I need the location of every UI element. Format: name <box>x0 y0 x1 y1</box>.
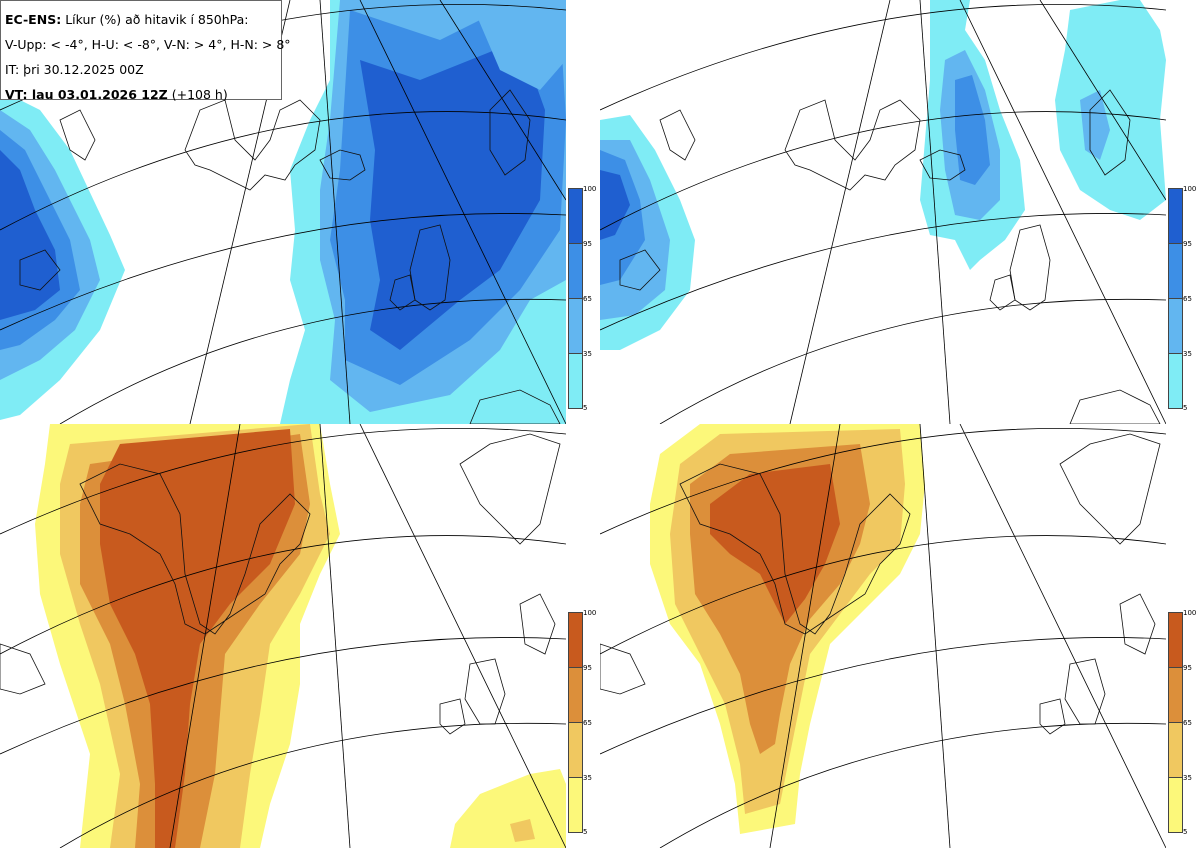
panel-warm-anomaly-plus8 <box>600 424 1166 848</box>
colorbar-tick-label: 95 <box>1183 240 1192 248</box>
colorbar-top-left: 100 95 65 35 5 <box>566 0 600 424</box>
model-name: EC-ENS: <box>5 12 62 27</box>
colorbar-swatch <box>568 667 583 723</box>
colorbar-swatch <box>568 353 583 409</box>
colorbar-swatch <box>1168 722 1183 778</box>
colorbar-tick-label: 65 <box>583 719 592 727</box>
colorbar-tick-label: 5 <box>583 404 588 412</box>
colorbar-bottom-left: 100 95 65 35 5 <box>566 424 600 848</box>
colorbar-tick-label: 5 <box>1183 828 1188 836</box>
colorbar-tick-label: 5 <box>1183 404 1188 412</box>
colorbar-swatch <box>568 777 583 833</box>
colorbar-swatch <box>1168 353 1183 409</box>
colorbar-tick-label: 35 <box>1183 350 1192 358</box>
coastlines <box>600 433 1161 735</box>
map-title: Líkur (%) að hitavik í 850hPa: <box>65 12 249 27</box>
coastlines <box>19 89 561 424</box>
header-title-line: EC-ENS: Líkur (%) að hitavik í 850hPa: <box>5 7 277 32</box>
colorbar-swatch <box>1168 298 1183 354</box>
colorbar-swatch <box>568 188 583 244</box>
colorbar-tick-label: 5 <box>583 828 588 836</box>
threshold-legend: V-Upp: < -4°, H-U: < -8°, V-N: > 4°, H-N… <box>5 37 291 52</box>
graticule <box>600 424 1166 848</box>
probability-map-cold-8 <box>600 0 1166 424</box>
colorbar-top-right: 100 95 65 35 5 <box>1166 0 1200 424</box>
colorbar-tick-label: 100 <box>583 185 597 193</box>
probability-map-warm-8 <box>600 424 1166 848</box>
colorbar-swatch <box>568 298 583 354</box>
colorbar-swatch <box>1168 612 1183 668</box>
colorbar-swatch <box>1168 777 1183 833</box>
lead-time: (+108 h) <box>171 87 228 102</box>
valid-time: VT: lau 03.01.2026 12Z <box>5 87 168 102</box>
colorbar-tick-label: 100 <box>1183 185 1197 193</box>
graticule <box>600 0 1166 424</box>
coastlines <box>0 433 561 735</box>
probability-fill <box>650 424 925 834</box>
panel-cold-anomaly-minus8 <box>600 0 1166 424</box>
colorbar-swatch <box>1168 667 1183 723</box>
panel-cold-anomaly-minus4 <box>0 0 566 424</box>
probability-map-cold-4 <box>0 0 566 424</box>
probability-fill <box>0 0 566 424</box>
colorbar-tick-label: 95 <box>1183 664 1192 672</box>
colorbar-tick-label: 95 <box>583 664 592 672</box>
panel-warm-anomaly-plus4 <box>0 424 566 848</box>
coastlines <box>619 89 1161 424</box>
init-time: IT: þri 30.12.2025 00Z <box>5 62 144 77</box>
colorbar-tick-label: 35 <box>583 774 592 782</box>
colorbar-tick-label: 65 <box>1183 719 1192 727</box>
colorbar-bottom-right: 100 95 65 35 5 <box>1166 424 1200 848</box>
colorbar-swatch <box>568 243 583 299</box>
probability-fill <box>35 424 566 848</box>
colorbar-swatch <box>568 722 583 778</box>
colorbar-tick-label: 100 <box>583 609 597 617</box>
colorbar-tick-label: 35 <box>1183 774 1192 782</box>
colorbar-tick-label: 65 <box>583 295 592 303</box>
valid-time-line: VT: lau 03.01.2026 12Z (+108 h) <box>5 82 277 107</box>
colorbar-tick-label: 95 <box>583 240 592 248</box>
colorbar-swatch <box>568 612 583 668</box>
colorbar-tick-label: 100 <box>1183 609 1197 617</box>
colorbar-tick-label: 65 <box>1183 295 1192 303</box>
colorbar-tick-label: 35 <box>583 350 592 358</box>
probability-map-warm-4 <box>0 424 566 848</box>
colorbar-swatch <box>1168 243 1183 299</box>
probability-fill <box>600 0 1166 350</box>
colorbar-swatch <box>1168 188 1183 244</box>
map-header: EC-ENS: Líkur (%) að hitavik í 850hPa: V… <box>0 0 291 102</box>
